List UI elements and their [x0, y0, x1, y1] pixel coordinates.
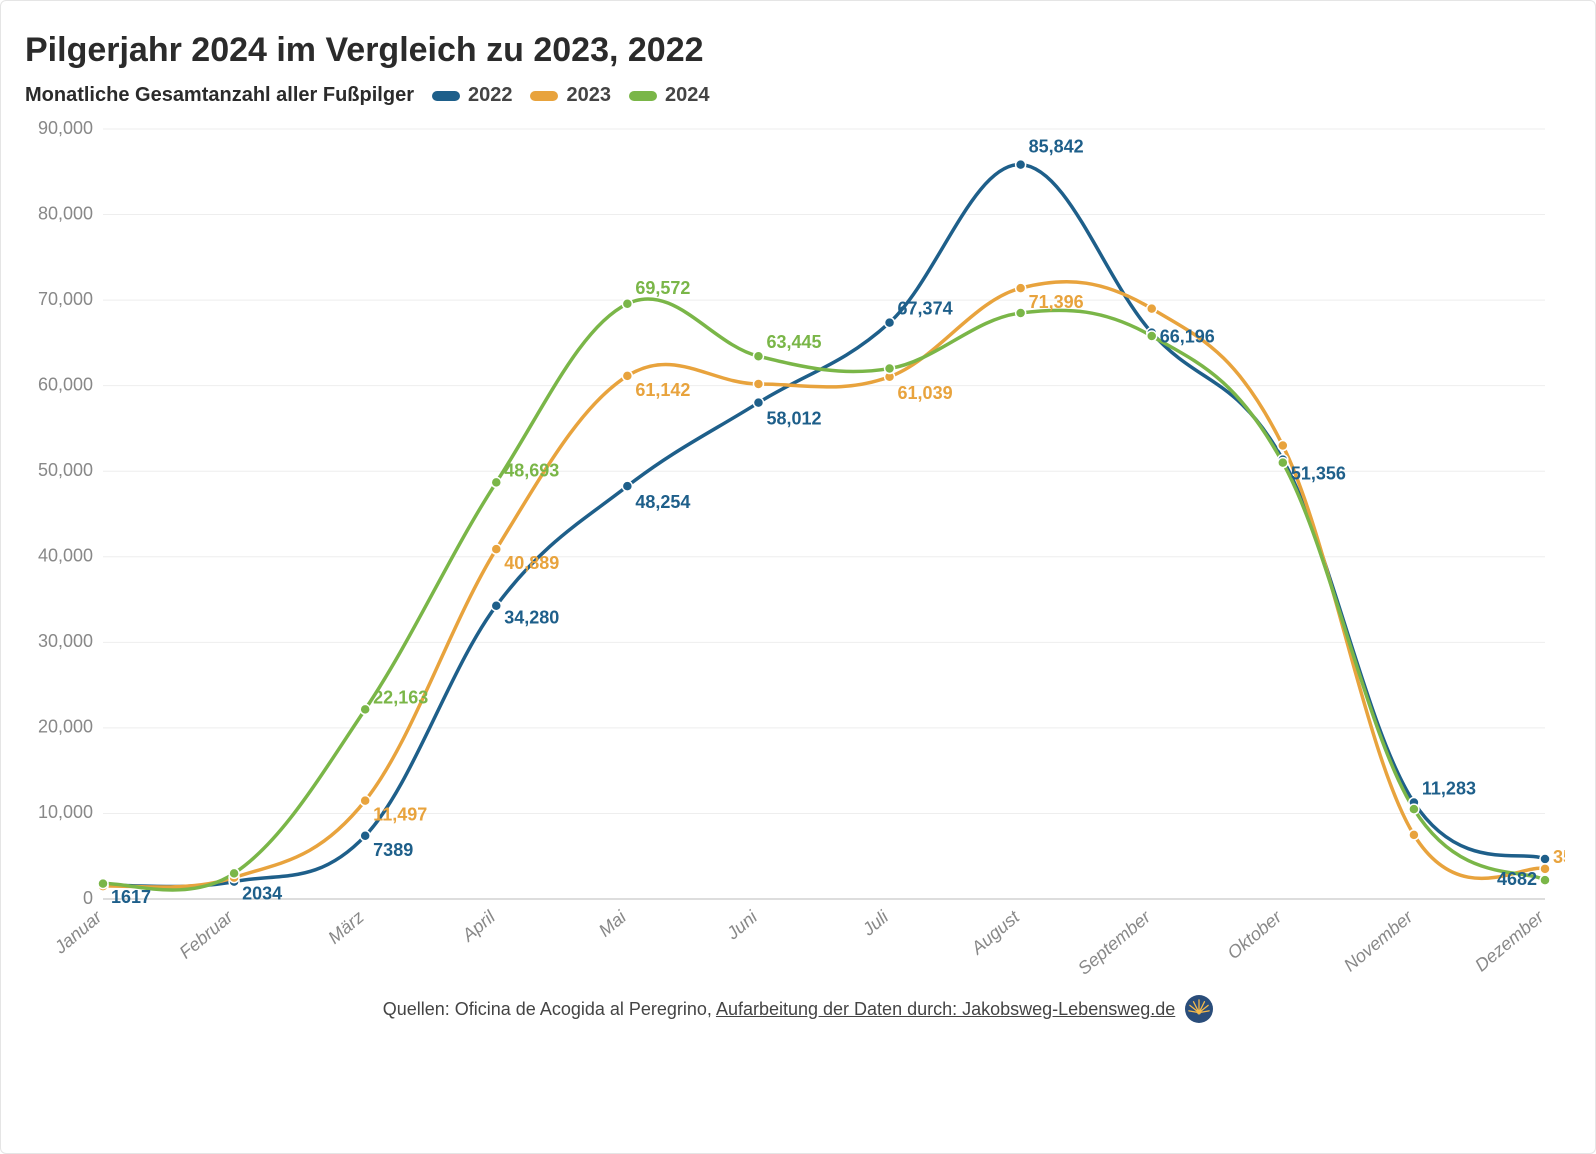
- chart-card: Pilgerjahr 2024 im Vergleich zu 2023, 20…: [0, 0, 1596, 1154]
- legend-label-2023: 2023: [566, 84, 611, 107]
- marker-2024[interactable]: [885, 364, 895, 374]
- value-label-2024: 63,445: [766, 332, 821, 352]
- value-label-2024: 22,163: [373, 687, 428, 707]
- logo-icon: [1185, 995, 1213, 1023]
- value-label-2023: 11,497: [373, 805, 427, 825]
- chart-subtitle: Monatliche Gesamtanzahl aller Fußpilger: [25, 84, 414, 107]
- value-label-2023: 61,039: [898, 383, 953, 403]
- value-label-2022: 2034: [242, 884, 282, 904]
- marker-2024[interactable]: [1147, 331, 1157, 341]
- legend-label-2022: 2022: [468, 84, 513, 107]
- series-line-2023: [103, 282, 1545, 887]
- line-chart-svg: 0 10,000 20,000 30,000 40,000 50,000 60,000 70,…: [25, 119, 1565, 989]
- value-label-2024: 48,693: [504, 460, 559, 480]
- marker-2022[interactable]: [885, 318, 895, 328]
- marker-2024[interactable]: [1278, 458, 1288, 468]
- marker-2024[interactable]: [98, 879, 108, 889]
- value-label-2022: 1617: [111, 887, 151, 907]
- y-tick-label: 70,000: [38, 289, 93, 309]
- marker-2024[interactable]: [1540, 875, 1550, 885]
- marker-2022[interactable]: [360, 831, 370, 841]
- marker-2024[interactable]: [491, 477, 501, 487]
- plot-area: 0 10,000 20,000 30,000 40,000 50,000 60,000 70,…: [25, 119, 1571, 989]
- value-label-2022: 67,374: [898, 299, 953, 319]
- y-tick-label: 60,000: [38, 374, 93, 394]
- value-label-2022: 11,283: [1422, 778, 1476, 798]
- y-tick-label: 80,000: [38, 203, 93, 223]
- x-tick-label: April: [458, 906, 500, 946]
- marker-2023[interactable]: [360, 796, 370, 806]
- x-tick-label: August: [967, 906, 1024, 959]
- marker-2024[interactable]: [229, 868, 239, 878]
- marker-2023[interactable]: [1278, 441, 1288, 451]
- marker-2024[interactable]: [1409, 804, 1419, 814]
- footer-link[interactable]: Aufarbeitung der Daten durch: Jakobsweg-…: [716, 999, 1175, 1019]
- marker-2022[interactable]: [491, 601, 501, 611]
- marker-2024[interactable]: [1016, 308, 1026, 318]
- marker-2023[interactable]: [1016, 283, 1026, 293]
- legend-item-2022[interactable]: 2022: [432, 84, 513, 107]
- value-label-2022: 85,842: [1029, 137, 1084, 157]
- footer-prefix: Quellen: Oficina de Acogida al Peregrino…: [383, 999, 716, 1019]
- x-tick-label: Juni: [722, 906, 762, 944]
- marker-2023[interactable]: [1147, 304, 1157, 314]
- marker-2024[interactable]: [360, 704, 370, 714]
- chart-footer: Quellen: Oficina de Acogida al Peregrino…: [25, 995, 1571, 1023]
- y-tick-label: 40,000: [38, 546, 93, 566]
- legend-item-2024[interactable]: 2024: [629, 84, 710, 107]
- marker-2023[interactable]: [1409, 830, 1419, 840]
- value-label-2022: 7389: [373, 840, 413, 860]
- y-tick-label: 50,000: [38, 460, 93, 480]
- marker-2022[interactable]: [1016, 160, 1026, 170]
- x-tick-label: Dezember: [1471, 906, 1548, 975]
- x-tick-label: Februar: [176, 906, 238, 962]
- value-label-2023: 61,142: [635, 380, 690, 400]
- y-tick-label: 0: [83, 888, 93, 908]
- x-tick-label: März: [324, 907, 367, 948]
- x-tick-label: Oktober: [1223, 906, 1286, 963]
- value-label-2022: 34,280: [504, 608, 559, 628]
- x-tick-label: Juli: [858, 906, 893, 940]
- value-label-2023: 40,889: [504, 553, 559, 573]
- marker-2024[interactable]: [622, 299, 632, 309]
- x-tick-label: Januar: [50, 906, 107, 958]
- legend-swatch-2024: [629, 91, 657, 101]
- legend: 2022 2023 2024: [432, 84, 710, 107]
- chart-title: Pilgerjahr 2024 im Vergleich zu 2023, 20…: [25, 31, 1571, 70]
- marker-2022[interactable]: [1540, 854, 1550, 864]
- x-tick-label: Mai: [595, 906, 631, 941]
- marker-2022[interactable]: [622, 481, 632, 491]
- legend-swatch-2023: [530, 91, 558, 101]
- marker-2023[interactable]: [491, 544, 501, 554]
- y-tick-label: 10,000: [38, 802, 93, 822]
- value-label-2023: 71,396: [1029, 292, 1084, 312]
- legend-label-2024: 2024: [665, 84, 710, 107]
- marker-2023[interactable]: [622, 371, 632, 381]
- x-tick-label: November: [1340, 906, 1417, 975]
- y-tick-label: 30,000: [38, 631, 93, 651]
- marker-2023[interactable]: [753, 379, 763, 389]
- y-tick-label: 90,000: [38, 119, 93, 138]
- value-label-2023: 3528: [1553, 847, 1565, 867]
- subtitle-row: Monatliche Gesamtanzahl aller Fußpilger …: [25, 84, 1571, 107]
- value-label-2022: 66,196: [1160, 327, 1215, 347]
- marker-2023[interactable]: [1540, 864, 1550, 874]
- value-label-2022: 58,012: [766, 409, 821, 429]
- marker-2022[interactable]: [753, 398, 763, 408]
- value-label-2022: 48,254: [635, 492, 690, 512]
- y-tick-label: 20,000: [38, 717, 93, 737]
- value-label-2024: 69,572: [635, 278, 690, 298]
- value-label-2022: 51,356: [1291, 464, 1346, 484]
- legend-item-2023[interactable]: 2023: [530, 84, 611, 107]
- value-label-2022: 4682: [1497, 869, 1537, 889]
- x-tick-label: September: [1074, 906, 1155, 979]
- marker-2024[interactable]: [753, 351, 763, 361]
- legend-swatch-2022: [432, 91, 460, 101]
